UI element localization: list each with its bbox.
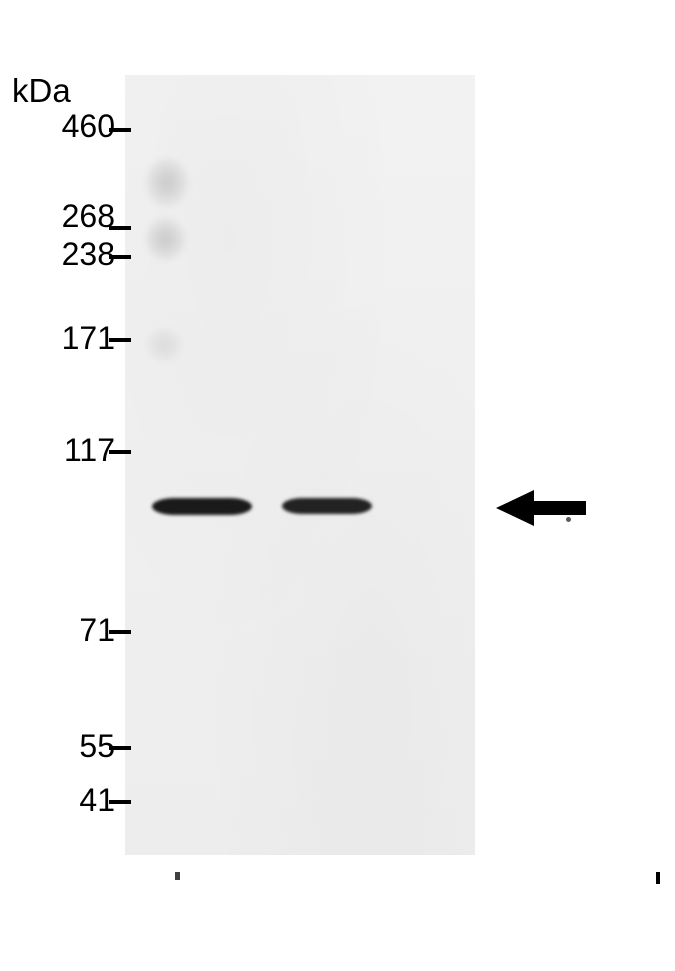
marker-label-238: 238 — [62, 236, 115, 273]
marker-label-117: 117 — [64, 432, 115, 469]
blot-membrane — [125, 75, 475, 855]
blot-smear — [143, 155, 191, 210]
marker-tick — [109, 255, 131, 259]
arrow-head-icon — [496, 490, 534, 526]
marker-tick — [109, 800, 131, 804]
protein-band-lane2 — [282, 498, 372, 514]
band-indicator-arrow — [496, 490, 586, 526]
lane-tick — [175, 872, 180, 880]
marker-label-460: 460 — [62, 108, 115, 145]
marker-label-171: 171 — [62, 320, 115, 357]
spot — [566, 517, 571, 522]
blot-smear — [143, 325, 185, 365]
arrow-shaft — [531, 501, 586, 515]
marker-tick — [109, 226, 131, 230]
marker-tick — [109, 630, 131, 634]
protein-band-lane1 — [152, 498, 252, 515]
marker-tick — [109, 450, 131, 454]
marker-tick — [109, 746, 131, 750]
marker-tick — [109, 338, 131, 342]
blot-smear — [143, 215, 188, 263]
lane-tick — [656, 872, 660, 884]
marker-label-268: 268 — [62, 198, 115, 235]
marker-tick — [109, 128, 131, 132]
axis-unit-label: kDa — [12, 72, 71, 110]
